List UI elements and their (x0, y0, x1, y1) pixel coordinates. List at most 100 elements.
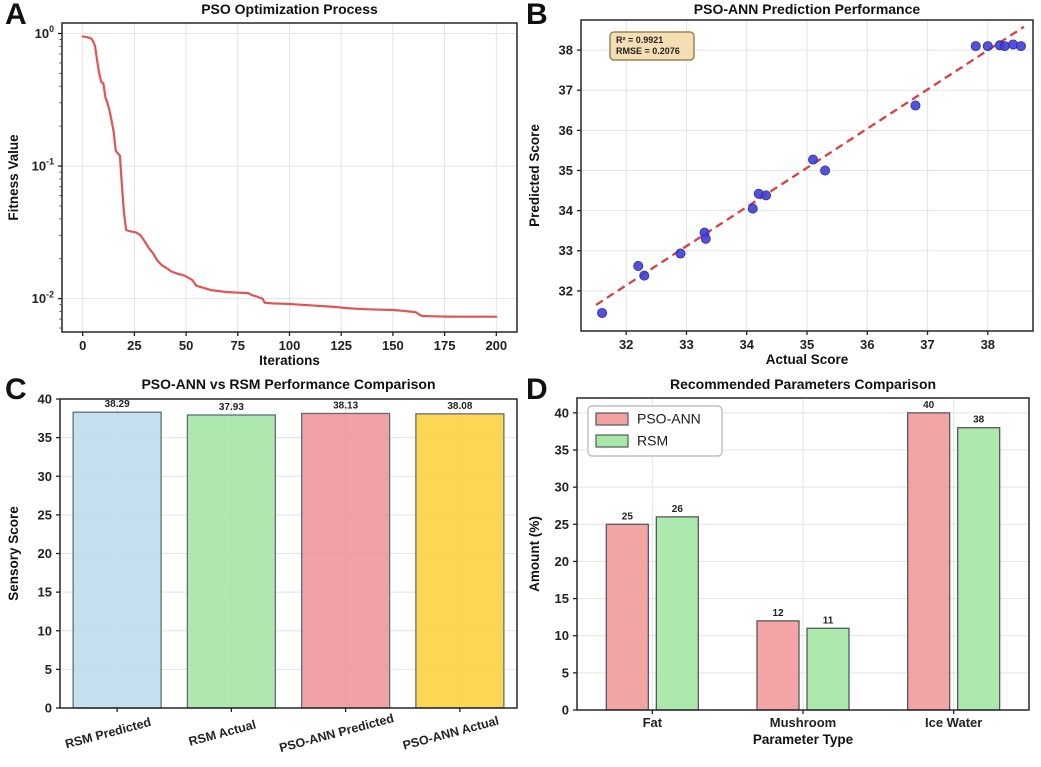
bar-value-label: 40 (923, 400, 935, 411)
category-label: Ice Water (925, 715, 982, 730)
x-tick-label: 37 (920, 337, 934, 352)
y-tick-label: 10-1 (32, 157, 54, 174)
y-tick-label: 10 (555, 628, 569, 643)
y-tick-label: 37 (559, 83, 573, 98)
bar-value-label: 37.93 (219, 402, 244, 413)
bar-value-label: 38.29 (105, 399, 130, 410)
x-tick-label: 100 (279, 338, 301, 353)
panel-d-letter: D (526, 373, 548, 406)
x-tick-label: 175 (434, 338, 456, 353)
x-tick-label: 38 (981, 337, 995, 352)
x-tick-label: 36 (860, 337, 874, 352)
bar-value-label: 38.13 (333, 400, 358, 411)
x-axis-label: Actual Score (766, 352, 849, 367)
y-tick-label: 30 (38, 469, 52, 484)
category-label: Mushroom (770, 715, 836, 730)
axis-ticks (573, 412, 955, 714)
bar-value-label: 38 (973, 415, 985, 426)
chart-title: PSO-ANN Prediction Performance (694, 1, 921, 17)
x-tick-label: 150 (382, 338, 404, 353)
axis-ticks (577, 49, 989, 335)
x-tick-label: 33 (679, 337, 693, 352)
y-tick-label: 0 (45, 701, 52, 716)
chart-title: PSO-ANN vs RSM Performance Comparison (141, 376, 435, 392)
panel-b: B 32 33 34 35 36 37 38 32 33 34 35 36 37 38 PSO-ANN Pr… (521, 0, 1041, 375)
y-axis-label: Predicted Score (527, 124, 542, 227)
y-tick-label: 40 (555, 405, 569, 420)
x-tick-label: 0 (79, 338, 86, 353)
panel-b-chart: 32 33 34 35 36 37 38 32 33 34 35 36 37 38 PSO-ANN Pred… (527, 1, 1034, 367)
x-tick-label: 50 (179, 338, 193, 353)
y-tick-label: 40 (38, 392, 52, 407)
category-label: PSO-ANN Predicted (278, 711, 396, 755)
y-tick-label: 100 (35, 24, 54, 41)
panel-a-chart: 100 10-1 10-2 0 25 50 75 100 125 150 175 200 PSO Opt… (6, 1, 518, 368)
grid-lines (581, 20, 1033, 331)
y-tick-label: 15 (38, 585, 52, 600)
panel-d-chart: 25 12 40 26 11 38 0 5 10 15 20 25 30 35 40 Fat Mushroom I… (527, 376, 1030, 747)
y-tick-label: 30 (555, 480, 569, 495)
grid-lines (62, 23, 517, 332)
y-tick-label: 35 (559, 163, 573, 178)
legend-label: RSM (637, 433, 668, 449)
y-tick-label: 20 (555, 554, 569, 569)
category-label: Fat (643, 715, 663, 730)
x-tick-label: 200 (485, 338, 507, 353)
annotation-line: R² = 0.9921 (616, 35, 663, 45)
y-tick-label: 36 (559, 123, 573, 138)
y-tick-label: 33 (559, 243, 573, 258)
category-label: RSM Predicted (64, 715, 153, 751)
y-tick-label: 25 (555, 517, 569, 532)
x-tick-label: 25 (127, 338, 141, 353)
fitness-line (81, 35, 498, 318)
y-tick-label: 20 (38, 546, 52, 561)
bars (72, 411, 505, 709)
bar-value-label: 12 (772, 608, 784, 619)
y-tick-label: 35 (38, 430, 52, 445)
chart-title: PSO Optimization Process (201, 1, 378, 17)
legend-label: PSO-ANN (637, 411, 701, 427)
bar-value-label: 11 (823, 615, 834, 626)
y-tick-label: 5 (562, 665, 569, 680)
legend: PSO-ANN RSM (587, 405, 723, 457)
y-tick-label: 25 (38, 507, 52, 522)
y-axis-label: Amount (%) (527, 516, 542, 592)
x-tick-label: 34 (739, 337, 754, 352)
x-axis-label: Parameter Type (753, 732, 854, 747)
grouped-bars (605, 412, 1001, 711)
bar-value-label: 26 (672, 504, 684, 515)
y-tick-label: 35 (555, 443, 569, 458)
panel-a-letter: A (5, 0, 27, 31)
chart-title: Recommended Parameters Comparison (670, 376, 936, 392)
panel-d: D 25 12 40 26 11 38 0 5 10 15 20 25 30 35 40 Fat Mushroo… (521, 373, 1041, 767)
bar-value-label: 25 (622, 511, 634, 522)
y-tick-label: 34 (559, 203, 574, 218)
y-tick-label: 15 (555, 591, 569, 606)
x-axis-label: Iterations (259, 353, 320, 368)
panel-a: A 100 10-1 10-2 0 25 50 75 100 125 150 175 200 PSO O… (0, 0, 520, 375)
category-label: RSM Actual (187, 717, 257, 748)
y-tick-label: 32 (559, 283, 573, 298)
y-tick-label: 5 (45, 662, 52, 677)
y-tick-label: 0 (562, 703, 569, 718)
panel-c-letter: C (5, 373, 27, 406)
y-tick-label: 10 (38, 623, 52, 638)
y-axis-label: Fitness Value (6, 134, 21, 221)
category-label: PSO-ANN Actual (401, 714, 500, 753)
annotation-line: RMSE = 0.2076 (616, 46, 680, 56)
panel-b-letter: B (526, 0, 548, 31)
bar-value-label: 38.08 (447, 401, 472, 412)
panel-c: C 38.29 37.93 38.13 38.08 0 5 10 15 20 25 30 35 40 RS… (0, 373, 521, 767)
y-tick-label: 38 (559, 43, 573, 58)
fit-line (595, 25, 1025, 306)
x-tick-label: 32 (619, 337, 633, 352)
x-tick-label: 35 (800, 337, 814, 352)
scatter-points (597, 39, 1026, 318)
axis-ticks (56, 398, 461, 712)
panel-c-chart: 38.29 37.93 38.13 38.08 0 5 10 15 20 25 30 35 40 RSM … (6, 376, 518, 755)
y-tick-label: 10-2 (32, 289, 54, 306)
x-tick-label: 125 (330, 338, 352, 353)
axis-ticks (58, 32, 497, 336)
